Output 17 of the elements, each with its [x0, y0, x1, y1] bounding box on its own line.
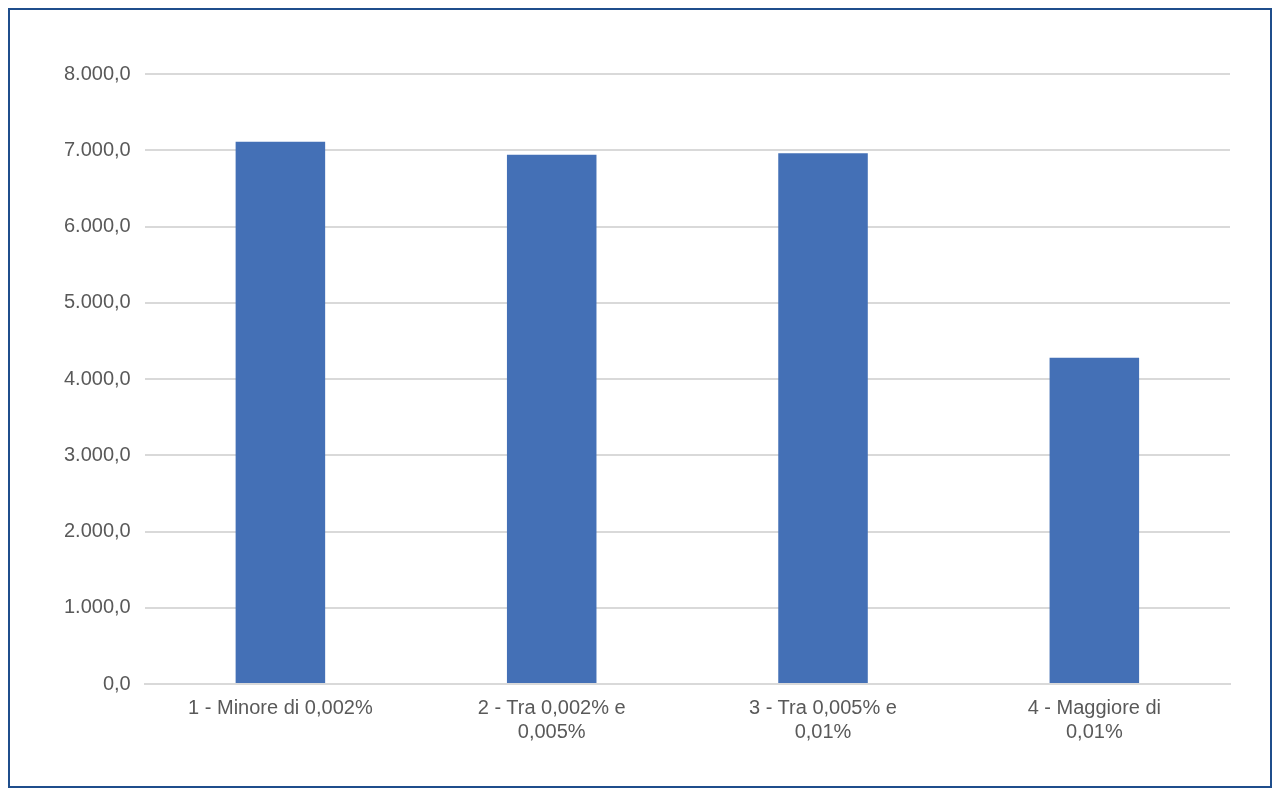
- x-tick-label: 1 - Minore di 0,002%: [188, 695, 373, 718]
- y-tick-label: 4.000,0: [63, 366, 131, 389]
- bar: [235, 141, 326, 683]
- y-tick-label: 1.000,0: [63, 595, 131, 618]
- y-tick-label: 5.000,0: [63, 290, 131, 313]
- y-tick-label: 2.000,0: [63, 519, 131, 542]
- bar: [1049, 357, 1140, 683]
- bar: [778, 153, 868, 683]
- x-tick-label: 3 - Tra 0,005% e 0,01%: [749, 695, 897, 742]
- y-tick-label: 8.000,0: [63, 61, 131, 84]
- x-tick-label: 4 - Maggiore di 0,01%: [1027, 695, 1162, 742]
- y-tick-label: 7.000,0: [63, 137, 131, 160]
- bar: [506, 154, 597, 683]
- x-tick-label: 2 - Tra 0,002% e 0,005%: [477, 695, 626, 742]
- y-tick-label: 6.000,0: [63, 214, 131, 237]
- y-tick-label: 3.000,0: [63, 442, 131, 465]
- y-tick-label: 0,0: [102, 671, 131, 694]
